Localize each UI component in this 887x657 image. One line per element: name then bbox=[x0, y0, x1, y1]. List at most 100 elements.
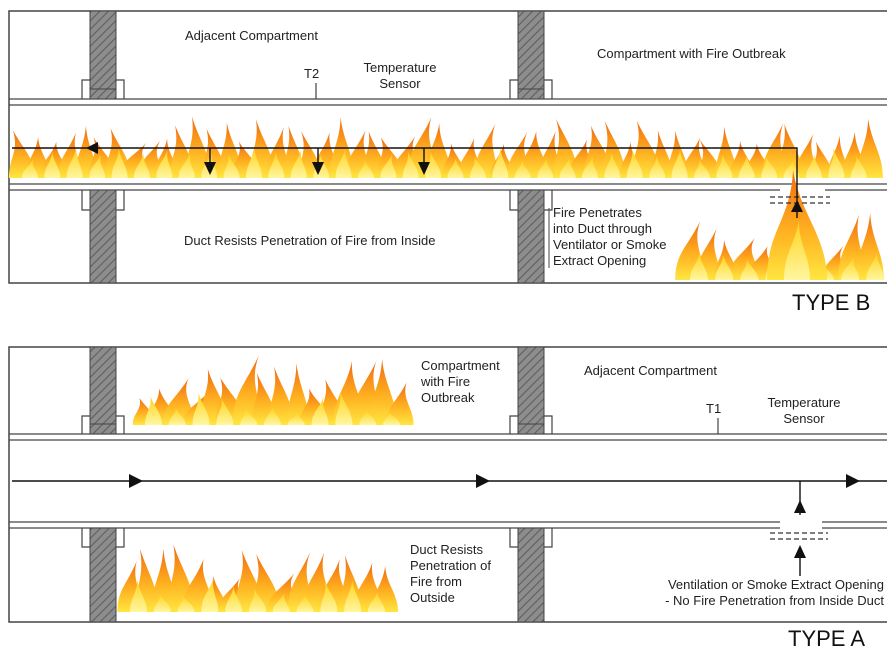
type-b-panel: Adjacent Compartment Compartment with Fi… bbox=[8, 10, 887, 315]
flame-tongue bbox=[761, 156, 778, 178]
type-b-left-arrow bbox=[86, 142, 98, 154]
type-a-flow-arrow-2 bbox=[476, 474, 490, 488]
type-a-fire-compartment-label-1: Compartment bbox=[421, 358, 500, 373]
flame-tongue bbox=[178, 153, 195, 178]
type-a-frame bbox=[8, 346, 887, 623]
type-b-penetrates-label-1: Fire Penetrates bbox=[553, 205, 642, 220]
flame-tongue bbox=[335, 391, 353, 425]
flame-tongue bbox=[690, 252, 708, 280]
type-a-panel: Compartment with Fire Outbreak Adjacent … bbox=[8, 346, 887, 651]
flame-tongue bbox=[715, 254, 734, 280]
type-a-resists-label-4: Outside bbox=[410, 590, 455, 605]
type-a-fire-compartment-label-3: Outbreak bbox=[421, 390, 475, 405]
type-b-down-arrows bbox=[204, 148, 430, 175]
type-b-penetrates-label-2: into Duct through bbox=[553, 221, 652, 236]
flame-tongue bbox=[111, 148, 128, 178]
flame-tongue bbox=[841, 257, 860, 280]
flame-tongue bbox=[850, 155, 867, 178]
type-a-sensor-id: T1 bbox=[706, 401, 721, 416]
flame-tongue bbox=[249, 588, 266, 612]
type-b-flow-path bbox=[12, 147, 798, 218]
type-b-penetrates-label-3: Ventilator or Smoke bbox=[553, 237, 666, 252]
type-a-upper-flames bbox=[132, 355, 414, 425]
flame-tongue bbox=[177, 595, 195, 612]
type-a-fire-compartment-label-2: with Fire bbox=[420, 374, 470, 389]
flame-tongue bbox=[246, 147, 262, 178]
type-a-resists-label-1: Duct Resists bbox=[410, 542, 483, 557]
flame-tongue bbox=[738, 155, 755, 178]
flame-tongue bbox=[44, 151, 61, 178]
flame-tongue bbox=[806, 154, 822, 178]
flame-tongue bbox=[264, 407, 281, 425]
flame-tongue bbox=[383, 411, 400, 425]
flame-tongue bbox=[192, 392, 210, 425]
type-a-sensor-label-2: Sensor bbox=[783, 411, 825, 426]
flame-tongue bbox=[168, 407, 186, 425]
type-b-sensor-label-1: Temperature bbox=[364, 60, 437, 75]
flame-tongue bbox=[201, 577, 219, 612]
flame-tongue bbox=[425, 151, 442, 178]
flame-tongue bbox=[716, 154, 733, 178]
flame-tongue bbox=[320, 581, 338, 612]
type-a-flow-arrow-3 bbox=[846, 474, 860, 488]
type-b-duct-flames bbox=[8, 116, 883, 178]
flame-tongue bbox=[66, 148, 83, 178]
type-a-caption: TYPE A bbox=[788, 626, 865, 651]
flame-tongue bbox=[767, 170, 827, 280]
flame-tongue bbox=[272, 593, 290, 612]
flame-tongue bbox=[626, 149, 643, 178]
type-b-up-arrow bbox=[791, 200, 803, 212]
flame-tongue bbox=[784, 220, 810, 280]
type-b-penetrates-label-4: Extract Opening bbox=[553, 253, 646, 268]
flame-tongue bbox=[474, 123, 498, 178]
type-b-resists-label: Duct Resists Penetration of Fire from In… bbox=[184, 233, 435, 248]
flame-tongue bbox=[380, 154, 397, 178]
flame-tongue bbox=[344, 580, 362, 612]
type-b-caption: TYPE B bbox=[792, 290, 870, 315]
flame-tongue bbox=[740, 259, 759, 280]
type-a-resists-label-2: Penetration of bbox=[410, 558, 491, 573]
flame-tongue bbox=[358, 160, 374, 178]
flame-tongue bbox=[287, 412, 305, 425]
type-a-wall-left bbox=[81, 346, 125, 623]
flame-tongue bbox=[582, 156, 598, 178]
flame-tongue bbox=[386, 382, 414, 425]
flame-tongue bbox=[694, 159, 710, 178]
flame-tongue bbox=[470, 156, 486, 178]
flame-tongue bbox=[268, 151, 285, 178]
type-b-fire-outbreak-flames bbox=[675, 170, 885, 280]
type-a-adjacent-label: Adjacent Compartment bbox=[584, 363, 717, 378]
type-a-wall-right bbox=[509, 346, 553, 623]
type-b-fire-compartment-label: Compartment with Fire Outbreak bbox=[597, 46, 786, 61]
flame-tongue bbox=[311, 397, 329, 425]
flame-tongue bbox=[134, 154, 150, 178]
flame-tongue bbox=[783, 160, 800, 178]
flame-tongue bbox=[89, 154, 106, 178]
flame-tongue bbox=[156, 149, 173, 178]
flame-tongue bbox=[368, 591, 385, 612]
flame-tongue bbox=[359, 409, 377, 425]
flame-tongue bbox=[604, 152, 621, 178]
flame-tongue bbox=[492, 147, 509, 178]
flame-tongue bbox=[447, 158, 464, 178]
flame-tongue bbox=[402, 151, 419, 178]
type-a-flow-arrow-1 bbox=[129, 474, 143, 488]
flame-tongue bbox=[216, 397, 234, 425]
type-a-lower-flames bbox=[117, 544, 399, 612]
flame-tongue bbox=[225, 586, 243, 612]
flame-tongue bbox=[369, 358, 397, 425]
flame-tongue bbox=[602, 120, 626, 178]
flame-tongue bbox=[857, 118, 883, 178]
type-a-opening-label-1: Ventilation or Smoke Extract Opening bbox=[668, 577, 884, 592]
flame-tongue bbox=[240, 408, 258, 425]
flame-tongue bbox=[145, 396, 162, 425]
flame-tongue bbox=[153, 593, 171, 612]
flame-tongue bbox=[223, 154, 240, 178]
type-a-resists-label-3: Fire from bbox=[410, 574, 462, 589]
flame-tongue bbox=[335, 148, 352, 178]
type-b-wall-left bbox=[81, 10, 125, 284]
flame-tongue bbox=[537, 158, 554, 178]
flame-tongue bbox=[130, 580, 147, 612]
